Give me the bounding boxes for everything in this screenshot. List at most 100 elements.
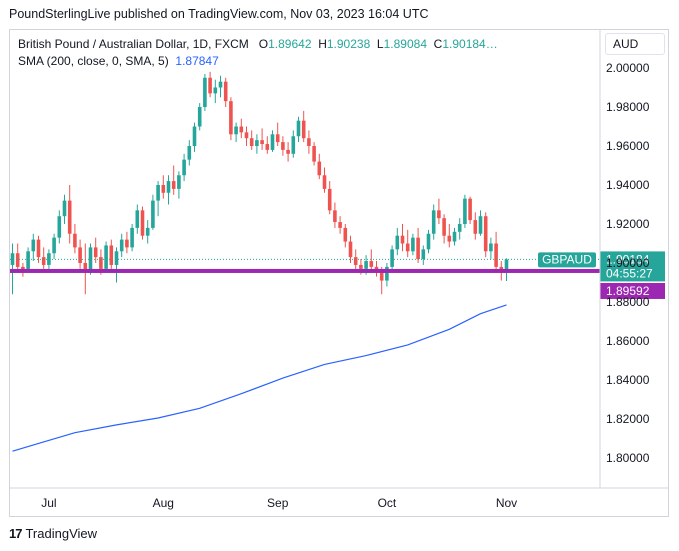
candle-body[interactable]	[203, 77, 207, 107]
candle-body[interactable]	[364, 261, 368, 269]
candle-body[interactable]	[478, 216, 483, 234]
candle-body[interactable]	[156, 185, 160, 201]
candle-body[interactable]	[41, 257, 46, 265]
candle-body[interactable]	[130, 227, 134, 248]
candle-body[interactable]	[21, 266, 25, 271]
candle-body[interactable]	[244, 132, 249, 139]
candle-body[interactable]	[447, 235, 452, 242]
candle-body[interactable]	[99, 257, 103, 269]
candle-body[interactable]	[249, 138, 254, 146]
sma-layer	[12, 304, 507, 452]
candle-body[interactable]	[452, 231, 457, 242]
candle-body[interactable]	[145, 227, 150, 236]
candle-body[interactable]	[57, 216, 62, 238]
candle-body[interactable]	[135, 210, 140, 228]
candle-body[interactable]	[78, 247, 82, 263]
candle-body[interactable]	[104, 245, 108, 269]
candle-body[interactable]	[270, 134, 275, 150]
candle-body[interactable]	[47, 253, 51, 265]
candle-body[interactable]	[161, 185, 166, 193]
candle-body[interactable]	[67, 200, 72, 234]
candle-body[interactable]	[359, 264, 363, 269]
candle-body[interactable]	[255, 140, 259, 146]
candle-body[interactable]	[504, 259, 509, 271]
candle-body[interactable]	[88, 247, 93, 271]
candle-body[interactable]	[374, 266, 379, 271]
candle-body[interactable]	[483, 216, 488, 252]
candle-body[interactable]	[208, 77, 212, 94]
candle-body[interactable]	[26, 251, 30, 271]
candle-body[interactable]	[395, 235, 400, 250]
candle-body[interactable]	[281, 142, 285, 150]
currency-button[interactable]: AUD	[605, 33, 665, 55]
candle-body[interactable]	[468, 198, 472, 221]
candle-body[interactable]	[343, 227, 348, 242]
candle-body[interactable]	[125, 239, 129, 248]
candle-body[interactable]	[457, 224, 462, 232]
candle-body[interactable]	[223, 81, 228, 102]
candle-body[interactable]	[93, 247, 98, 258]
candle-body[interactable]	[499, 266, 504, 271]
candle-body[interactable]	[10, 253, 15, 265]
candle-body[interactable]	[197, 107, 202, 127]
candle-body[interactable]	[473, 220, 478, 234]
candle-body[interactable]	[421, 249, 426, 260]
candle-body[interactable]	[52, 237, 56, 254]
candle-body[interactable]	[426, 233, 431, 250]
candle-body[interactable]	[442, 218, 446, 236]
candle-body[interactable]	[213, 87, 218, 94]
candle-body[interactable]	[73, 233, 77, 248]
candle-body[interactable]	[192, 126, 197, 147]
candle-body[interactable]	[140, 210, 145, 236]
candle-body[interactable]	[239, 126, 244, 133]
candle-body[interactable]	[327, 188, 332, 211]
candle-body[interactable]	[182, 159, 186, 176]
candle-body[interactable]	[385, 266, 389, 281]
candle-body[interactable]	[369, 261, 374, 267]
candle-body[interactable]	[494, 243, 498, 267]
candle-body[interactable]	[119, 239, 124, 252]
candle-body[interactable]	[489, 243, 493, 252]
candle-body[interactable]	[312, 146, 316, 162]
candle-body[interactable]	[338, 222, 342, 228]
candle-body[interactable]	[322, 175, 327, 189]
candle-body[interactable]	[83, 263, 88, 271]
candle-body[interactable]	[114, 251, 119, 265]
candle-body[interactable]	[166, 181, 171, 193]
candle-body[interactable]	[437, 210, 441, 219]
candle-body[interactable]	[36, 239, 41, 258]
support-horizontal-line[interactable]	[10, 268, 600, 273]
candle-body[interactable]	[307, 138, 311, 146]
candle-body[interactable]	[229, 101, 233, 135]
candle-body[interactable]	[171, 181, 176, 189]
candle-body[interactable]	[416, 237, 420, 260]
candle-body[interactable]	[301, 120, 306, 139]
candle-body[interactable]	[218, 81, 223, 88]
candle-body[interactable]	[234, 126, 238, 135]
candle-body[interactable]	[400, 235, 405, 244]
candle-body[interactable]	[317, 161, 322, 176]
candle-body[interactable]	[187, 146, 192, 160]
candle-body[interactable]	[260, 140, 264, 145]
candle-body[interactable]	[151, 200, 155, 228]
candle-body[interactable]	[379, 270, 384, 281]
candle-body[interactable]	[405, 243, 410, 252]
candle-body[interactable]	[177, 175, 181, 189]
candle-body[interactable]	[275, 134, 280, 143]
candle-body[interactable]	[62, 200, 67, 217]
candle-body[interactable]	[15, 253, 20, 267]
candle-body[interactable]	[291, 136, 296, 154]
candle-body[interactable]	[109, 245, 114, 265]
candle-body[interactable]	[333, 210, 337, 223]
candle-body[interactable]	[31, 239, 36, 252]
candle-body[interactable]	[353, 257, 358, 265]
candle-body[interactable]	[296, 120, 301, 137]
candle-body[interactable]	[265, 144, 270, 150]
candle-body[interactable]	[431, 210, 436, 234]
candle-body[interactable]	[463, 198, 467, 224]
candle-body[interactable]	[390, 249, 394, 267]
candle-body[interactable]	[411, 237, 415, 252]
candle-body[interactable]	[286, 149, 290, 154]
candle-body[interactable]	[348, 241, 353, 258]
